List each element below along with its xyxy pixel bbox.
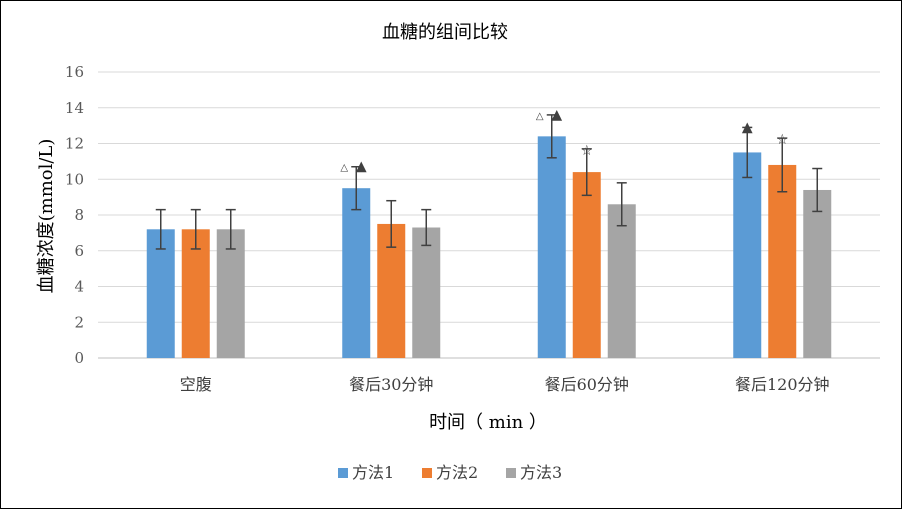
significance-marker: △	[340, 163, 348, 174]
bar	[733, 152, 762, 358]
significance-marker: ☆	[776, 132, 789, 148]
bar	[607, 204, 636, 358]
legend: 方法1 方法2 方法3	[338, 463, 562, 482]
chart-title: 血糖的组间比较	[382, 22, 508, 43]
x-category-label: 餐后60分钟	[545, 375, 629, 394]
x-axis-title: 时间（ min ）	[429, 412, 547, 433]
y-axis-tick-labels: 0 2 4 6 8 10 12 14 16	[65, 63, 84, 367]
bar	[181, 229, 210, 358]
legend-label: 方法2	[436, 463, 478, 482]
legend-swatch	[506, 468, 516, 478]
gridlines	[98, 71, 880, 359]
significance-marker: △	[536, 111, 544, 122]
y-tick-label: 8	[74, 206, 84, 224]
y-tick-label: 12	[65, 135, 84, 153]
x-category-label: 餐后120分钟	[735, 375, 830, 394]
y-axis-title: 血糖浓度(mmol/L)	[36, 139, 57, 294]
bar	[146, 229, 175, 358]
y-tick-label: 4	[74, 278, 84, 296]
legend-label: 方法1	[352, 463, 394, 482]
x-category-label: 餐后30分钟	[349, 375, 433, 394]
bar	[216, 229, 245, 358]
error-bars	[155, 114, 823, 250]
legend-label: 方法3	[520, 463, 562, 482]
bar	[803, 189, 832, 358]
y-tick-label: 2	[74, 313, 84, 331]
bar	[537, 136, 566, 358]
x-axis-category-labels: 空腹 餐后30分钟 餐后60分钟 餐后120分钟	[180, 375, 830, 394]
bar	[572, 172, 601, 358]
bar	[768, 164, 797, 358]
bars	[146, 136, 832, 358]
bar	[342, 188, 371, 358]
y-tick-label: 10	[65, 170, 84, 188]
y-tick-label: 0	[74, 349, 84, 367]
y-tick-label: 14	[65, 99, 84, 117]
x-category-label: 空腹	[180, 375, 212, 394]
bar	[412, 227, 441, 358]
y-tick-label: 6	[74, 242, 84, 260]
significance-markers: △ ▲ △ ▲ ☆ ▲ ☆	[340, 107, 788, 175]
legend-swatch	[422, 468, 432, 478]
significance-marker: ▲	[742, 119, 753, 135]
significance-marker: ▲	[356, 159, 367, 175]
significance-marker: ▲	[551, 107, 562, 123]
y-tick-label: 16	[65, 63, 84, 81]
significance-marker: ☆	[580, 143, 593, 159]
legend-swatch	[338, 468, 348, 478]
